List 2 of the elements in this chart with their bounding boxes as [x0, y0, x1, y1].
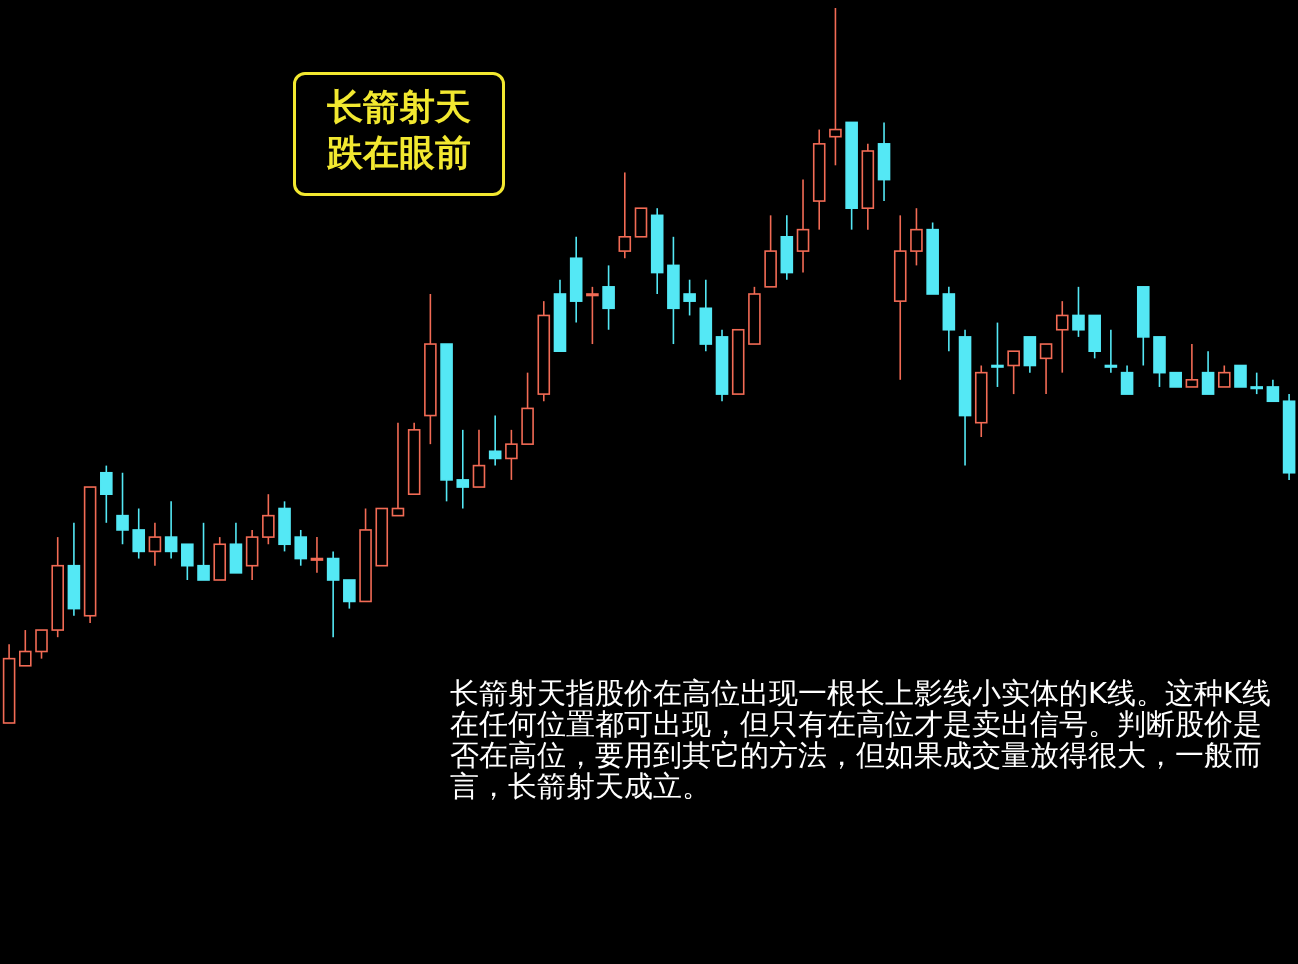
- annotation: 长箭射天指股价在高位出现一根长上影线小实体的K线。这种K线在任何位置都可出现，但只有在高位才是卖出信号。判断股价是否在高位，要用到其它的方法，但如果成交量放得很大，一般而言，长箭射天成立。: [450, 676, 1273, 803]
- annotation: 长箭射天跌在眼前: [293, 72, 505, 196]
